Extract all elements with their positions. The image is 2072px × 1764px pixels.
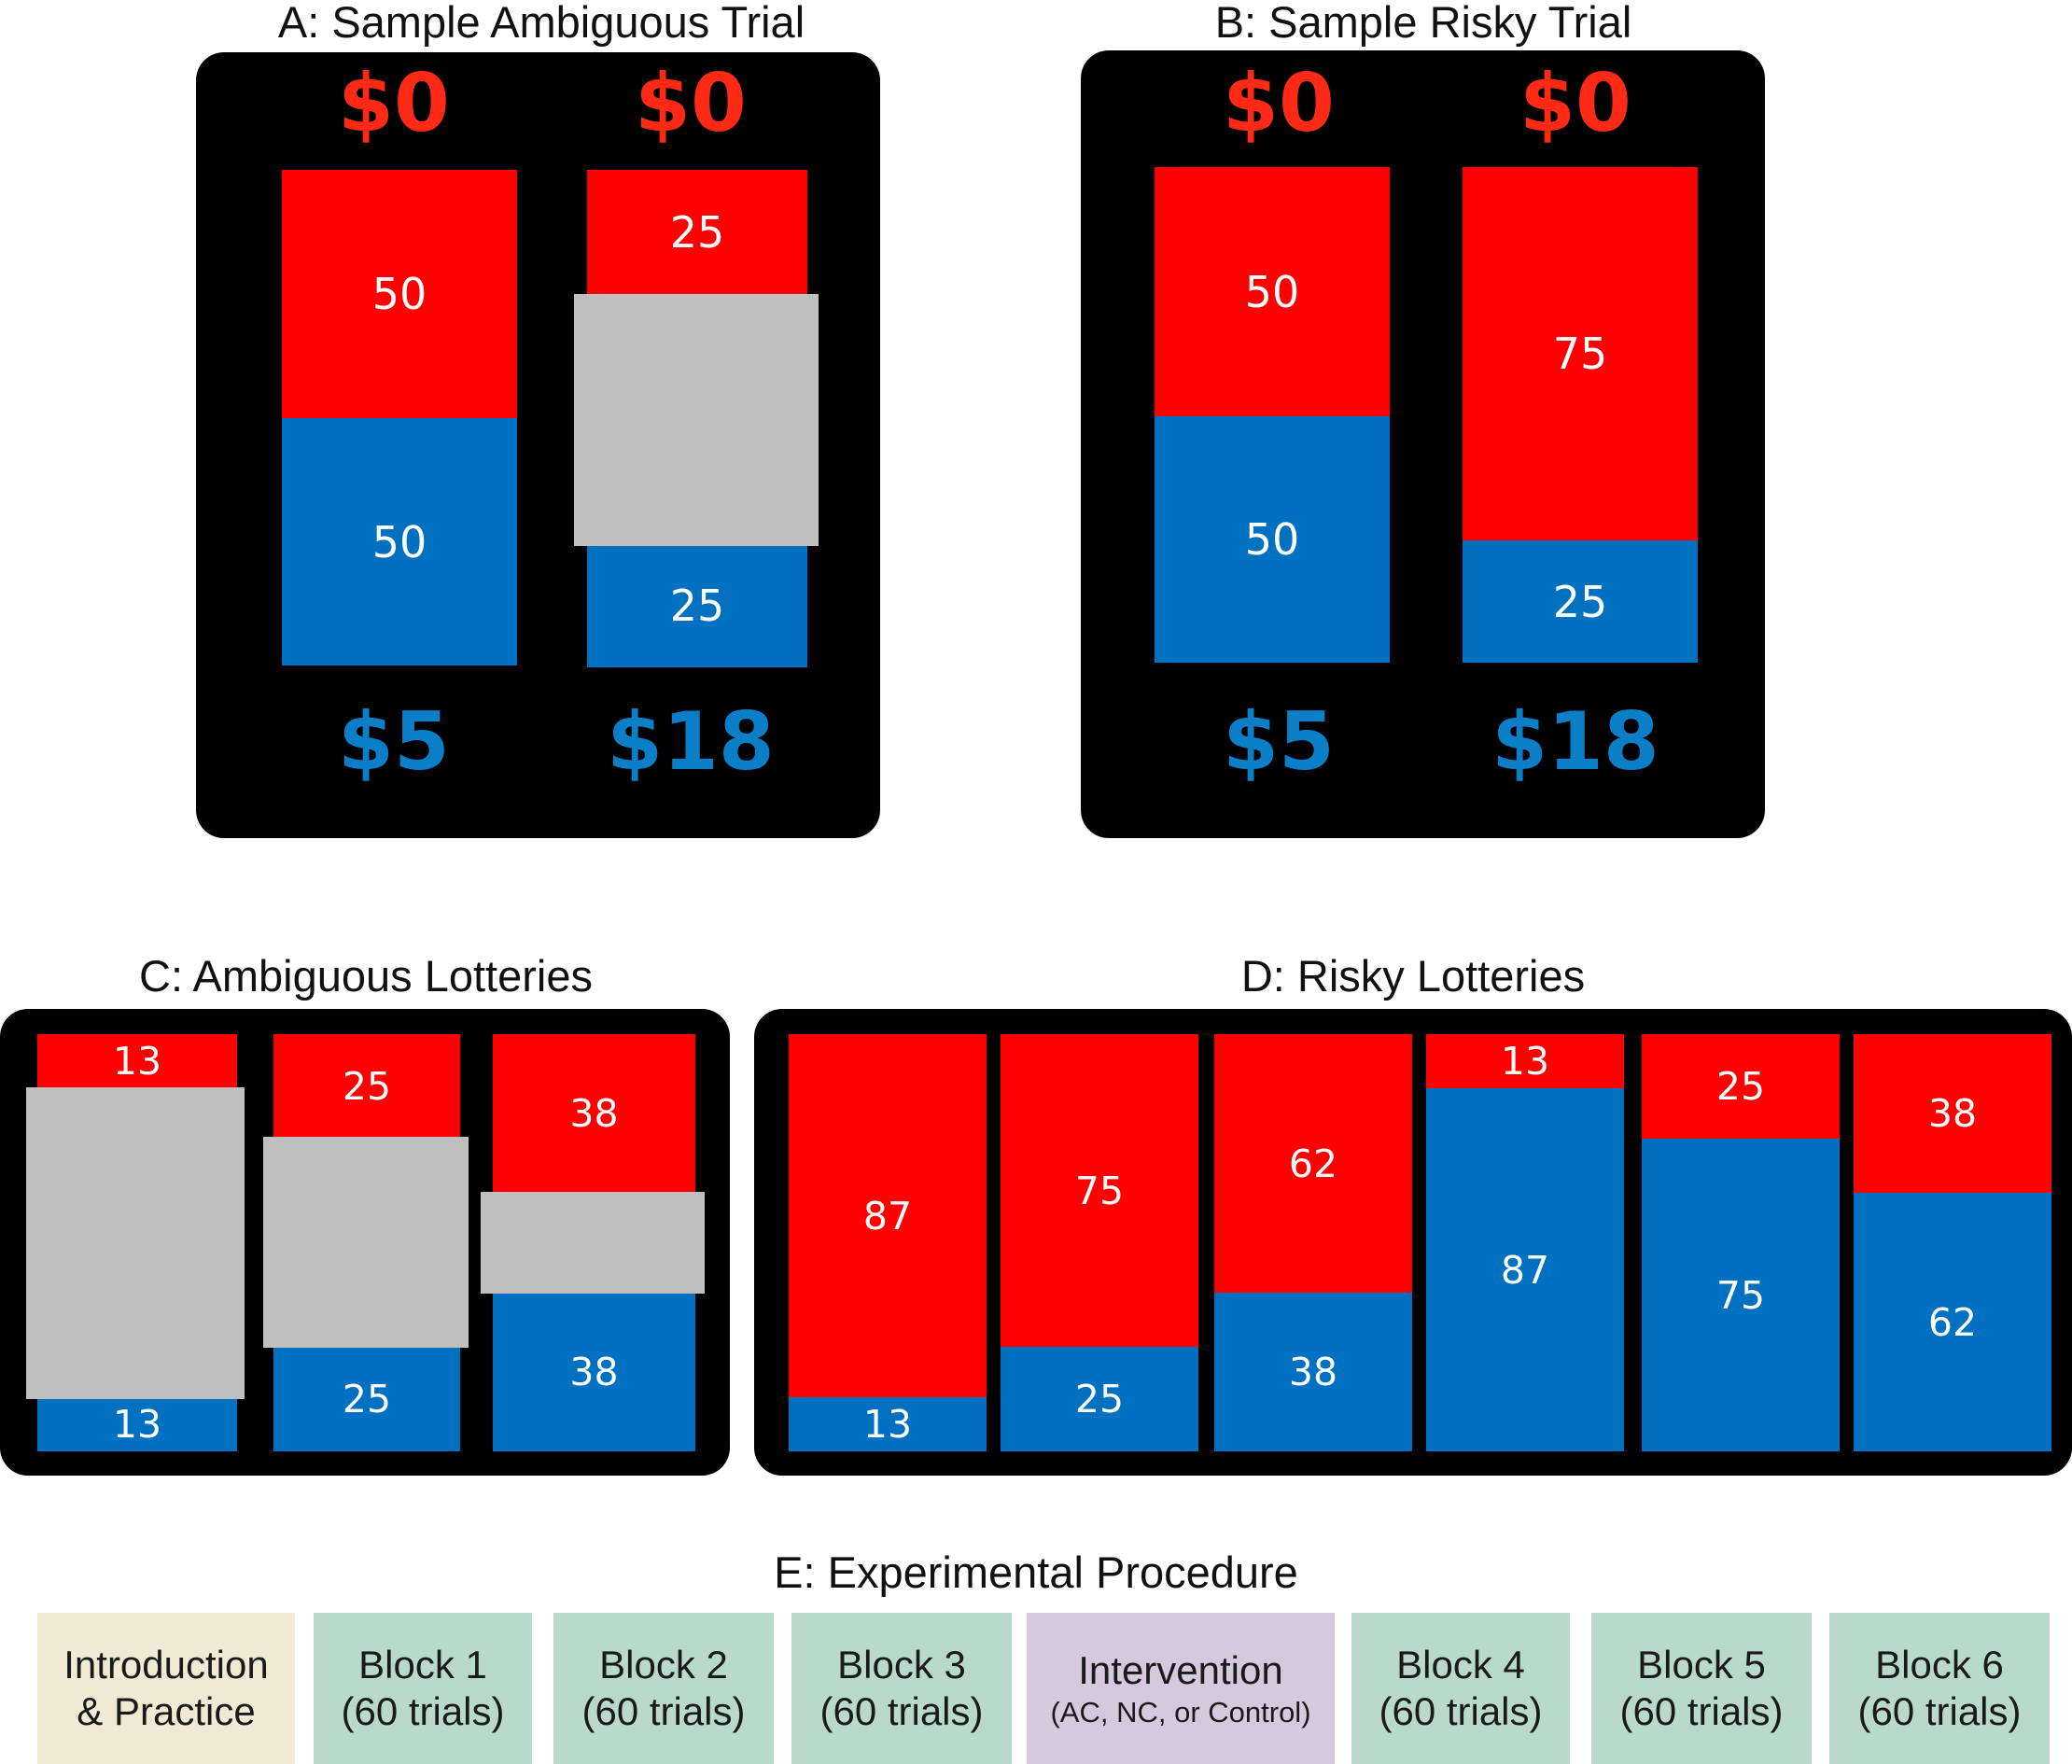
step-block-3: Block 3 (60 trials) [791,1613,1012,1764]
panel-a-ambiguity-occluder [574,294,819,546]
panel-c-bar-1-blue-segment: 13 [37,1397,237,1451]
step-block-2-line1: Block 2 [599,1642,728,1688]
panel-d-bar-5-red-segment: 25 [1642,1034,1840,1139]
panel-a-right-win-amount: $18 [597,702,784,782]
panel-a-left-blue-segment: 50 [282,418,517,665]
step-block-3-line1: Block 3 [837,1642,966,1688]
panel-d-bar-1-blue-segment: 13 [789,1397,987,1451]
panel-b-left-loss-amount: $0 [1185,63,1372,144]
step-intervention: Intervention (AC, NC, or Control) [1027,1613,1335,1764]
step-block-1-line2: (60 trials) [341,1688,504,1735]
panel-c-bar-3-blue-segment: 38 [493,1293,695,1451]
panel-a-right-red-segment: 25 [587,170,807,294]
panel-d-title: D: Risky Lotteries [754,954,2072,998]
step-block-1: Block 1 (60 trials) [314,1613,532,1764]
panel-c-bar-2-ambiguity-occluder [263,1137,469,1348]
panel-c-bar-1-ambiguity-occluder [26,1087,245,1399]
panel-c-bar-1-red-segment: 13 [37,1034,237,1088]
panel-d-bar-2-red-segment: 75 [1001,1034,1198,1347]
step-block-1-line1: Block 1 [358,1642,487,1688]
panel-d-bar-3-blue-segment: 38 [1214,1293,1412,1451]
panel-c-title: C: Ambiguous Lotteries [0,954,732,998]
step-block-6-line1: Block 6 [1875,1642,2004,1688]
panel-c-bar-2-red-segment: 25 [273,1034,460,1138]
step-block-2-line2: (60 trials) [581,1688,745,1735]
panel-b-right-loss-amount: $0 [1482,63,1669,144]
panel-b-right-win-amount: $18 [1482,702,1669,782]
panel-a-title: A: Sample Ambiguous Trial [196,0,887,44]
panel-d-bar-4-blue-segment: 87 [1426,1088,1624,1451]
panel-a-left-loss-amount: $0 [301,63,487,144]
step-block-5-line1: Block 5 [1637,1642,1766,1688]
step-introduction: Introduction & Practice [37,1613,295,1764]
step-block-6-line2: (60 trials) [1857,1688,2021,1735]
panel-b-left-blue-segment: 50 [1155,416,1390,663]
step-block-4-line2: (60 trials) [1379,1688,1542,1735]
panel-d-bar-3-red-segment: 62 [1214,1034,1412,1293]
step-block-5: Block 5 (60 trials) [1591,1613,1812,1764]
panel-a-left-red-segment: 50 [282,170,517,418]
panel-d-bar-2-blue-segment: 25 [1001,1347,1198,1451]
panel-d-bar-6-red-segment: 38 [1854,1034,2051,1193]
step-block-4: Block 4 (60 trials) [1351,1613,1570,1764]
panel-d-bar-1-red-segment: 87 [789,1034,987,1397]
panel-a-right-loss-amount: $0 [597,63,784,144]
step-block-4-line1: Block 4 [1396,1642,1525,1688]
panel-b-right-red-segment: 75 [1463,167,1698,540]
step-block-3-line2: (60 trials) [819,1688,983,1735]
panel-d-bar-6-blue-segment: 62 [1854,1193,2051,1451]
step-intervention-line2: (AC, NC, or Control) [1050,1695,1310,1729]
panel-c-bar-3-red-segment: 38 [493,1034,695,1193]
panel-b-left-red-segment: 50 [1155,167,1390,416]
step-block-6: Block 6 (60 trials) [1829,1613,2050,1764]
panel-c-bar-2-blue-segment: 25 [273,1347,460,1451]
panel-c-bar-3-ambiguity-occluder [481,1192,705,1294]
step-introduction-line1: Introduction [63,1642,268,1688]
panel-a-right-blue-segment: 25 [587,544,807,667]
panel-b-left-win-amount: $5 [1185,702,1372,782]
panel-a-left-win-amount: $5 [301,702,487,782]
panel-b-title: B: Sample Risky Trial [1083,0,1764,44]
panel-b-right-blue-segment: 25 [1463,540,1698,663]
panel-d-bar-4-red-segment: 13 [1426,1034,1624,1088]
step-intervention-line1: Intervention [1078,1647,1282,1694]
step-introduction-line2: & Practice [77,1688,255,1735]
panel-e-title: E: Experimental Procedure [0,1550,2072,1594]
panel-d-bar-5-blue-segment: 75 [1642,1139,1840,1451]
step-block-5-line2: (60 trials) [1619,1688,1783,1735]
step-block-2: Block 2 (60 trials) [553,1613,774,1764]
